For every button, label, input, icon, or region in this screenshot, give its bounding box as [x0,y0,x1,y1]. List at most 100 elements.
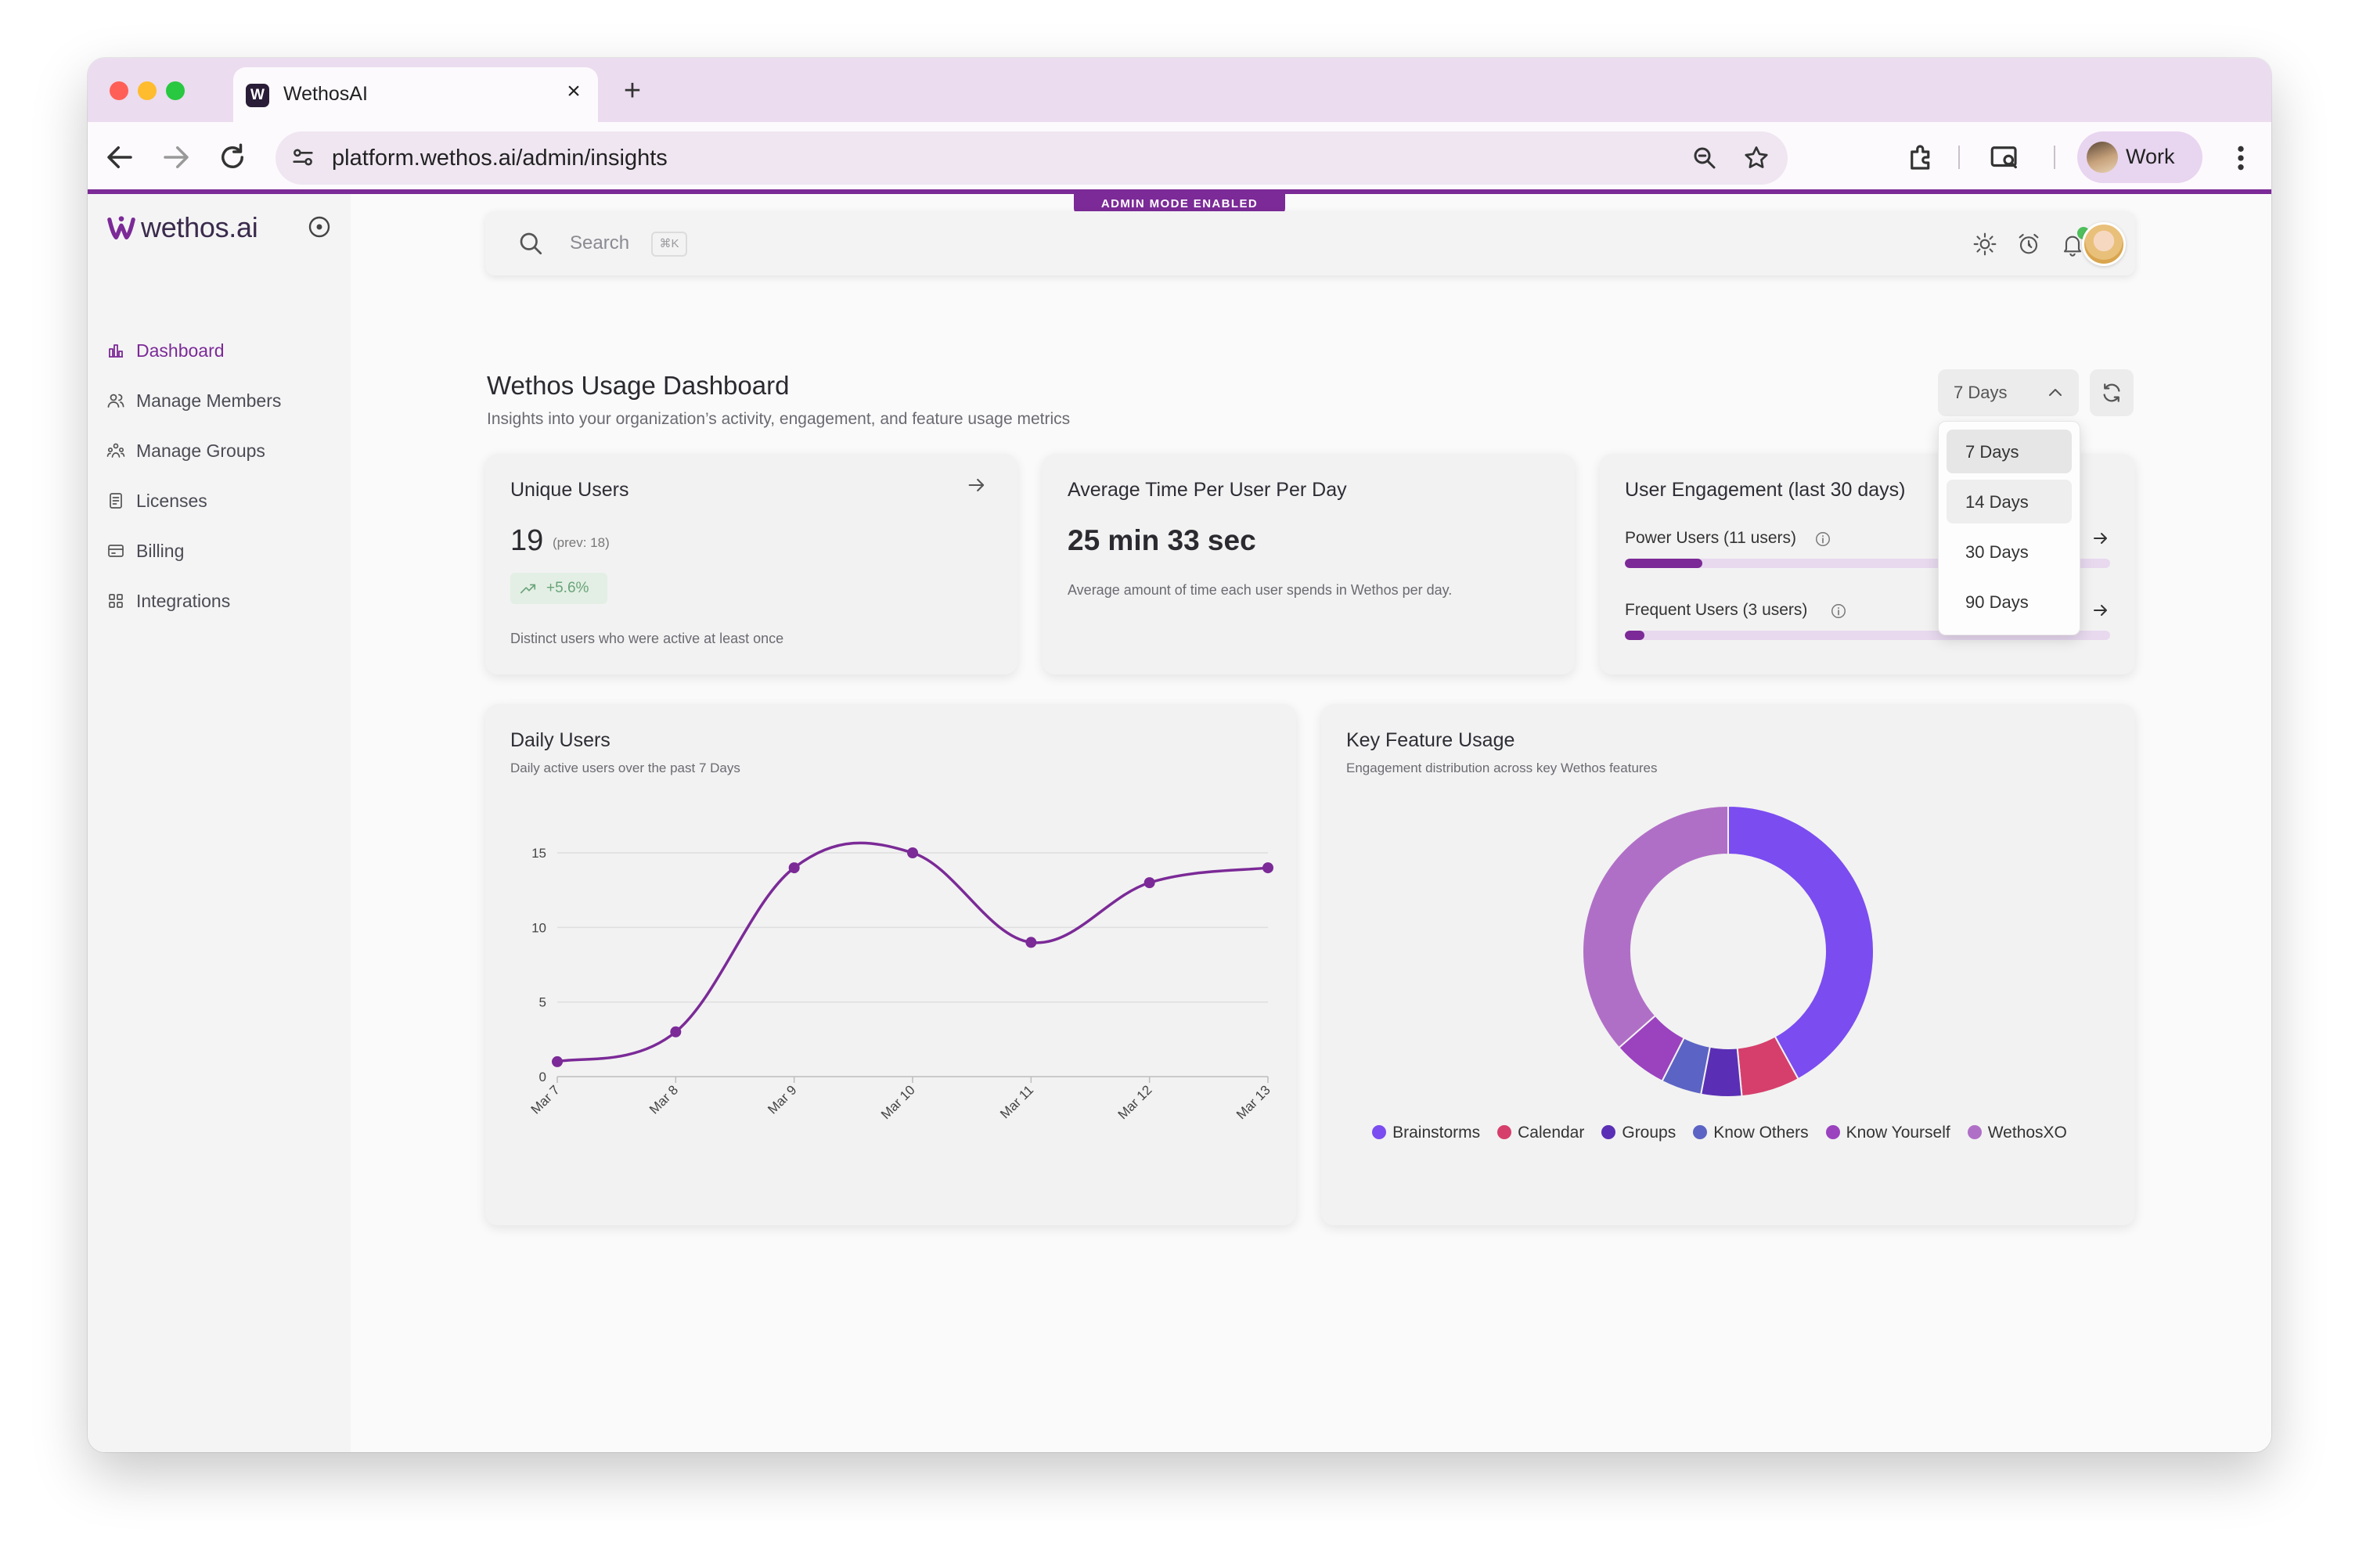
user-avatar[interactable] [2082,222,2126,266]
profile-button[interactable]: Work [2077,131,2202,183]
range-option-14-days[interactable]: 14 Days [1947,480,2072,523]
feature-usage-donut-chart [1582,804,1875,1098]
address-bar[interactable]: platform.wethos.ai/admin/insights [276,131,1788,185]
daily-users-card: Daily Users Daily active users over the … [485,704,1296,1225]
date-range-select[interactable]: 7 Days [1938,369,2079,416]
sidebar-item-manage-members[interactable]: Manage Members [106,382,333,419]
maximize-window-button[interactable] [166,81,185,100]
card-title: Key Feature Usage [1346,729,1515,751]
average-time-card: Average Time Per User Per Day 25 min 33 … [1043,454,1575,674]
card-title: Average Time Per User Per Day [1068,479,1347,501]
logo-text: wethos.ai [141,211,258,243]
y-tick-label: 15 [531,846,546,861]
info-icon[interactable] [1830,602,1847,620]
sidebar-item-manage-groups[interactable]: Manage Groups [106,432,333,469]
browser-toolbar: platform.wethos.ai/admin/insights Work [88,122,2271,194]
group-icon [106,443,125,458]
card-title: User Engagement (last 30 days) [1625,479,1906,501]
donut-slice[interactable] [1727,804,1875,1081]
extensions-puzzle-icon[interactable] [1905,141,1938,174]
data-point[interactable] [1143,877,1155,889]
reload-icon[interactable] [216,141,249,174]
close-window-button[interactable] [110,81,128,100]
page-title: Wethos Usage Dashboard [487,371,790,400]
engagement-label: Power Users (11 users) [1625,529,1797,547]
data-point[interactable] [670,1026,682,1038]
sun-theme-icon[interactable] [1972,232,1997,257]
x-tick-label: Mar 10 [878,1082,918,1122]
arrow-right-icon[interactable] [2091,601,2110,620]
card-description: Distinct users who were active at least … [510,631,784,646]
tab-search-icon[interactable] [1988,141,2021,174]
wethos-favicon-icon: W [246,84,269,107]
data-point[interactable] [788,862,800,874]
alarm-clock-icon[interactable] [2016,232,2041,257]
chevron-up-icon [2049,389,2062,396]
legend-label: Know Others [1713,1124,1809,1142]
data-point[interactable] [907,847,918,858]
x-tick-label: Mar 13 [1234,1082,1273,1122]
range-option-30-days[interactable]: 30 Days [1947,530,2072,574]
legend-item[interactable]: Know Yourself [1825,1124,1950,1142]
unique-users-card[interactable]: Unique Users 19 (prev: 18) +5.6% Distinc… [485,454,1017,674]
sidebar-item-label: Integrations [136,591,231,611]
search-icon[interactable] [517,229,545,257]
range-option-label: 90 Days [1965,592,2029,612]
new-tab-button[interactable]: + [623,74,642,107]
x-tick-label: Mar 7 [528,1082,563,1117]
legend-item[interactable]: WethosXO [1967,1124,2067,1142]
refresh-icon [2103,383,2120,402]
sidebar-item-dashboard[interactable]: Dashboard [106,332,333,369]
legend-item[interactable]: Calendar [1497,1124,1584,1142]
bell-notification-icon[interactable] [2060,232,2085,257]
range-option-90-days[interactable]: 90 Days [1947,580,2072,624]
engagement-label: Frequent Users (3 users) [1625,601,1808,619]
more-menu-icon[interactable] [2229,142,2253,174]
info-icon[interactable] [1814,530,1831,548]
close-tab-icon[interactable]: × [567,78,581,104]
trending-up-icon [520,584,536,594]
sidebar-item-licenses[interactable]: Licenses [106,482,333,520]
range-option-7-days[interactable]: 7 Days [1947,430,2072,473]
data-point[interactable] [1025,937,1037,948]
search-input[interactable]: Search [570,232,630,254]
card-title: Daily Users [510,729,610,751]
refresh-button[interactable] [2090,369,2134,416]
sidebar-item-billing[interactable]: Billing [106,532,333,570]
top-search-bar: Search ⌘K [485,211,2135,275]
browser-tab[interactable]: W WethosAI × [233,67,598,122]
legend-swatch [1601,1125,1616,1139]
credit-card-icon [108,545,124,557]
trend-value: +5.6% [546,580,589,596]
site-settings-icon[interactable] [290,144,316,171]
forward-arrow-icon[interactable] [160,141,193,174]
collapse-sidebar-icon[interactable] [307,214,332,239]
wethos-logo[interactable]: wethos.ai [106,211,310,246]
arrow-right-icon[interactable] [966,474,988,496]
legend-item[interactable]: Brainstorms [1372,1124,1480,1142]
donut-slice[interactable] [1582,804,1729,1049]
profile-avatar [2087,142,2118,173]
arrow-right-icon[interactable] [2091,529,2110,548]
profile-label: Work [2126,145,2175,168]
bookmark-star-icon[interactable] [1742,144,1770,172]
url-text: platform.wethos.ai/admin/insights [332,146,668,171]
sidebar-item-label: Manage Members [136,390,282,411]
page-subtitle: Insights into your organization’s activi… [487,410,1071,428]
toolbar-divider [1958,146,1960,169]
search-shortcut-badge: ⌘K [651,232,687,257]
legend-swatch [1825,1125,1840,1139]
data-point[interactable] [1262,862,1273,874]
legend-label: Groups [1622,1124,1677,1142]
x-tick-label: Mar 12 [1115,1082,1155,1122]
zoom-icon[interactable] [1691,144,1719,172]
data-point[interactable] [552,1056,563,1067]
legend-item[interactable]: Groups [1601,1124,1676,1142]
engagement-progress-fill [1625,559,1703,568]
sidebar-item-integrations[interactable]: Integrations [106,582,333,620]
back-arrow-icon[interactable] [103,141,136,174]
minimize-window-button[interactable] [138,81,157,100]
date-range-value: 7 Days [1954,383,2008,402]
legend-item[interactable]: Know Others [1693,1124,1809,1142]
x-tick-label: Mar 11 [997,1082,1036,1121]
